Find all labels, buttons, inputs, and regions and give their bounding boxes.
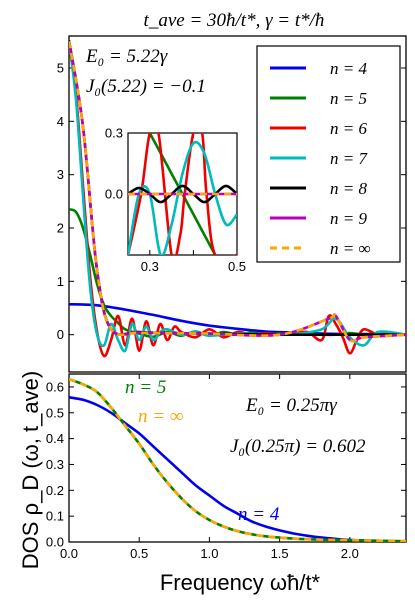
top-ytick-label: 0 <box>57 327 64 342</box>
bottom-panel-frame <box>68 373 407 543</box>
bottom-ytick-label: 0.5 <box>46 405 64 420</box>
bottom-label-n4: n = 4 <box>238 504 280 525</box>
legend-label-2: n = 6 <box>330 119 367 138</box>
y-axis-label: DOS ρ_D (ω, t_ave) <box>18 371 43 569</box>
inset-series-line-3 <box>128 184 237 204</box>
figure-title: t_ave = 30ħ/t*, γ = t*/ħ <box>144 10 325 31</box>
inset-xtick-label: 0.3 <box>141 259 159 274</box>
bottom-ytick-label: 0.0 <box>46 535 64 550</box>
bottom-xtick-label: 2.0 <box>341 546 359 561</box>
bottom-xtick-label: 1.0 <box>200 546 218 561</box>
bottom-ytick-label: 0.6 <box>46 379 64 394</box>
legend-label-1: n = 5 <box>330 89 367 108</box>
bottom-xtick-label: 1.5 <box>271 546 289 561</box>
top-annotation-j0: J₀(5.22) = −0.1 <box>86 76 206 97</box>
bottom-label-n5: n = 5 <box>125 377 166 398</box>
top-ytick-label: 1 <box>57 274 64 289</box>
inset-ytick-label: 0.0 <box>105 187 123 202</box>
bottom-ytick-label: 0.3 <box>46 457 64 472</box>
inset-series-line-2 <box>128 140 237 255</box>
bottom-panel: 0.0 0.1 0.2 0.3 0.4 0.5 0.6 0.0 0.5 1.0 1.5 2.0 E₀ … <box>46 373 407 561</box>
bottom-xtick-label: 0.0 <box>60 546 78 561</box>
top-series-line-6 <box>69 41 406 343</box>
top-ytick-label: 4 <box>57 114 64 129</box>
top-ytick-label: 2 <box>57 221 64 236</box>
top-series-line-2 <box>69 43 406 358</box>
inset-ytick-label: 0.3 <box>105 126 123 141</box>
bottom-ytick-label: 0.1 <box>46 509 64 524</box>
x-axis-label: Frequency ωħ/t* <box>160 570 321 595</box>
top-annotation-e0: E₀ = 5.22γ <box>85 46 168 67</box>
legend-label-3: n = 7 <box>330 149 368 168</box>
inset-panel: 0.0 0.3 0.3 0.5 <box>105 126 246 275</box>
inset-xtick-label: 0.5 <box>228 259 246 274</box>
bottom-ytick-label: 0.4 <box>46 431 64 446</box>
top-ytick-label: 3 <box>57 167 64 182</box>
bottom-annotation-j0: J₀(0.25π) = 0.602 <box>230 436 366 457</box>
legend-label-5: n = 9 <box>330 209 367 228</box>
legend-label-0: n = 4 <box>330 59 367 78</box>
bottom-annotation-e0: E₀ = 0.25πγ <box>245 395 337 416</box>
legend-box <box>256 45 401 263</box>
top-ytick-label: 5 <box>57 61 64 76</box>
legend: n = 4 n = 5 n = 6 n = 7 n = 8 n = 9 n = ∞ <box>256 45 401 263</box>
bottom-series-line-2 <box>69 377 406 542</box>
bottom-label-ninf: n = ∞ <box>138 406 183 427</box>
bottom-xtick-label: 0.5 <box>130 546 148 561</box>
bottom-ytick-label: 0.2 <box>46 483 64 498</box>
top-panel: 0 1 2 3 4 5 E₀ = 5.22γ J₀(5.22) = −0.1 <box>57 35 407 373</box>
legend-label-6: n = ∞ <box>330 239 371 258</box>
legend-label-4: n = 8 <box>330 179 367 198</box>
top-panel-frame <box>68 35 407 373</box>
